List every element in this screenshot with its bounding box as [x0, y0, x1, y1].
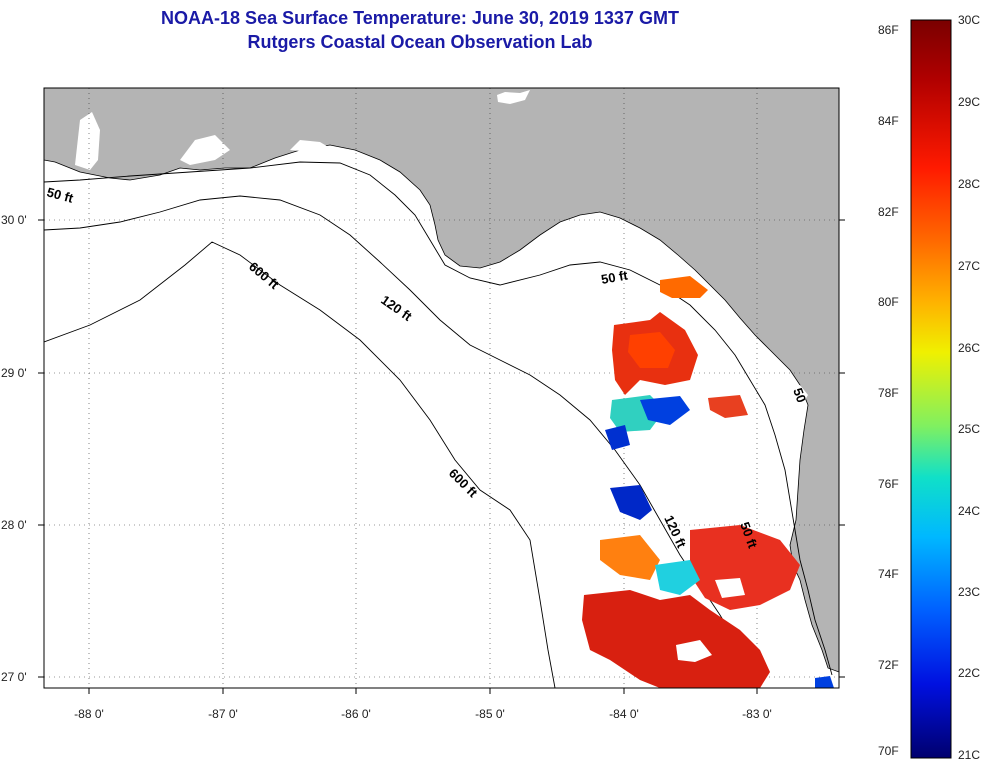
contour-label: 50	[790, 386, 809, 405]
x-tick-label: -88 0'	[74, 707, 104, 721]
map-panel: 50 ft 600 ft 120 ft 50 ft 600 ft 120 ft …	[1, 87, 845, 721]
contour-600ft	[44, 241, 556, 688]
sst-patch-blue-4	[815, 676, 834, 688]
colorbar-c-label: 21C	[958, 748, 981, 762]
axis-ticks	[38, 219, 845, 694]
cloud-gap-2	[715, 578, 745, 598]
colorbar-c-label: 24C	[958, 504, 981, 518]
colorbar-c-label: 27C	[958, 259, 981, 273]
sst-patch-orange	[600, 535, 660, 580]
contour-label: 50 ft	[45, 184, 75, 206]
map-title: NOAA-18 Sea Surface Temperature: June 30…	[161, 8, 679, 28]
x-tick-label: -85 0'	[475, 707, 505, 721]
map-subtitle: Rutgers Coastal Ocean Observation Lab	[247, 32, 593, 52]
map-border	[43, 87, 840, 689]
sst-patch-blue-1	[640, 396, 690, 425]
sst-patch-south	[582, 590, 770, 688]
sst-patch-north	[660, 276, 708, 298]
colorbar-gradient	[910, 19, 952, 759]
colorbar-f-label: 84F	[878, 114, 899, 128]
y-tick-label: 30 0'	[1, 213, 27, 227]
y-tick-label: 29 0'	[1, 366, 27, 380]
colorbar-c-label: 28C	[958, 177, 981, 191]
sst-patch-blue-2	[605, 425, 630, 450]
contour-label: 50 ft	[600, 267, 630, 287]
land-mass	[44, 88, 839, 673]
sst-patch-big-bend-core	[628, 332, 675, 368]
colorbar-c-label: 30C	[958, 13, 981, 27]
colorbar	[910, 19, 952, 759]
colorbar-f-label: 74F	[878, 567, 899, 581]
x-tick-labels: -88 0' -87 0' -86 0' -85 0' -84 0' -83 0…	[74, 707, 772, 721]
bay-st-andrew	[290, 140, 330, 152]
colorbar-c-label: 25C	[958, 422, 981, 436]
y-tick-label: 28 0'	[1, 518, 27, 532]
colorbar-c-label: 23C	[958, 585, 981, 599]
x-tick-label: -84 0'	[609, 707, 639, 721]
bay-pensacola	[75, 112, 100, 170]
colorbar-f-label: 86F	[878, 23, 899, 37]
sst-patch-blue-3	[610, 485, 652, 520]
colorbar-c-label: 26C	[958, 341, 981, 355]
colorbar-f-label: 80F	[878, 295, 899, 309]
x-tick-label: -86 0'	[341, 707, 371, 721]
contour-50ft	[44, 161, 833, 676]
colorbar-f-label: 72F	[878, 658, 899, 672]
cloud-gap-1	[676, 640, 712, 662]
sst-patch-tampa	[690, 525, 800, 610]
x-tick-label: -83 0'	[742, 707, 772, 721]
colorbar-f-label: 82F	[878, 205, 899, 219]
colorbar-f-label: 70F	[878, 744, 899, 758]
sst-patch-cyan-2	[655, 560, 700, 595]
colorbar-c-label: 22C	[958, 666, 981, 680]
lake-inland	[497, 90, 530, 104]
colorbar-f-label: 78F	[878, 386, 899, 400]
bay-choctawhatchee	[180, 135, 230, 165]
colorbar-c-label: 29C	[958, 95, 981, 109]
sst-data	[582, 276, 834, 688]
colorbar-f-label: 76F	[878, 477, 899, 491]
x-tick-label: -87 0'	[208, 707, 238, 721]
bay-east-coast	[790, 385, 808, 405]
y-tick-labels: 30 0' 29 0' 28 0' 27 0'	[1, 213, 27, 684]
sst-patch-mid	[708, 395, 748, 418]
y-tick-label: 27 0'	[1, 670, 27, 684]
